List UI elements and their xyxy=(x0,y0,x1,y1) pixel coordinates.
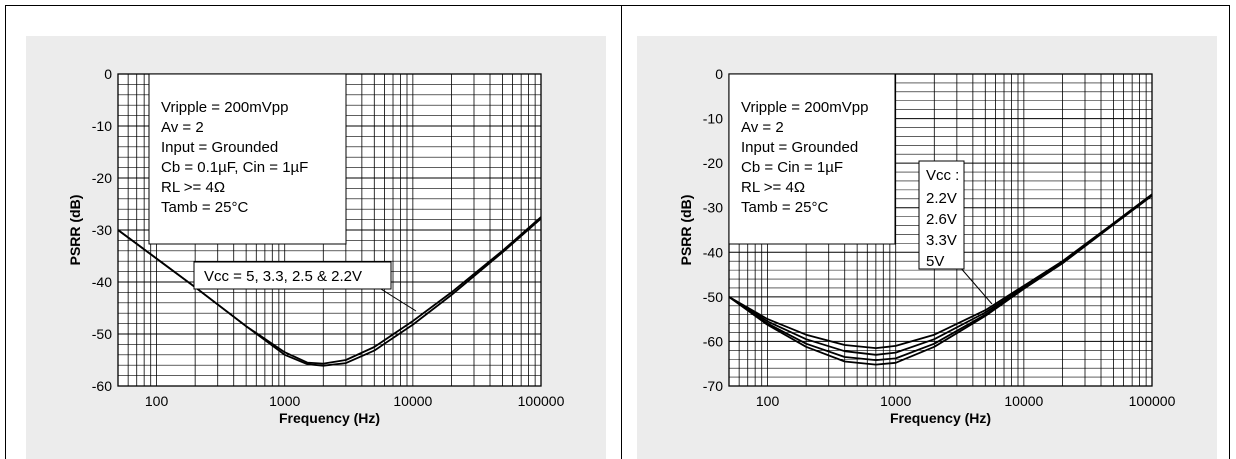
chart-1-x-tick-label: 100000 xyxy=(1129,393,1176,409)
chart-1-y-axis-label: PSRR (dB) xyxy=(678,195,694,266)
chart-0-y-tick-label: -10 xyxy=(92,118,112,134)
chart-0-condition-text: Av = 2 xyxy=(161,119,204,136)
chart-1-condition-text: Input = Grounded xyxy=(741,139,858,156)
chart-0-condition-text: RL >= 4Ω xyxy=(161,179,225,196)
chart-0-x-tick-label: 10000 xyxy=(393,393,432,409)
chart-0-condition-text: Tamb = 25°C xyxy=(161,199,248,216)
psrr-chart-right: 0 -10 -20 -30 -40 -50 -60 -70 100 1000 10000 100000… xyxy=(678,66,1176,426)
chart-panel-right: 0 -10 -20 -30 -40 -50 -60 -70 100 1000 10000 100000… xyxy=(637,36,1217,459)
chart-0-y-tick-label: -30 xyxy=(92,222,112,238)
chart-1-condition-text: Tamb = 25°C xyxy=(741,199,828,216)
chart-0-conditions-box xyxy=(148,73,347,245)
chart-0-annotation-box xyxy=(193,261,392,290)
chart-1-y-tick-label: -40 xyxy=(703,244,723,260)
chart-1-condition-text: Av = 2 xyxy=(741,119,784,136)
chart-1-x-tick-label: 1000 xyxy=(880,393,911,409)
chart-0-x-axis-label: Frequency (Hz) xyxy=(279,410,380,426)
figure-frame xyxy=(5,5,1230,459)
chart-0-x-tick-label: 100000 xyxy=(518,393,565,409)
chart-0-y-tick-label: -50 xyxy=(92,326,112,342)
chart-0-y-tick-label: -40 xyxy=(92,274,112,290)
chart-1-y-tick-label: 0 xyxy=(715,66,723,82)
chart-1-y-tick-label: -50 xyxy=(703,289,723,305)
chart-1-y-tick-label: -30 xyxy=(703,200,723,216)
chart-1-condition-text: Cb = Cin = 1µF xyxy=(741,159,843,176)
chart-0-y-tick-label: -20 xyxy=(92,170,112,186)
chart-1-legend-item: 5V xyxy=(926,253,944,270)
chart-1-series-line xyxy=(728,194,1153,366)
chart-1-x-tick-label: 100 xyxy=(756,393,780,409)
chart-0-annotation-pointer xyxy=(380,288,417,312)
chart-1-legend-item: 2.2V xyxy=(926,190,957,207)
chart-0-condition-text: Input = Grounded xyxy=(161,139,278,156)
chart-1-condition-text: Vripple = 200mVpp xyxy=(741,99,868,116)
chart-1-legend-item: 2.6V xyxy=(926,211,957,228)
chart-panel-left: 0 -10 -20 -30 -40 -50 -60 100 1000 10000 100000 Fre… xyxy=(26,36,606,459)
chart-0-x-tick-label: 1000 xyxy=(269,393,300,409)
chart-1-legend-title: Vcc : xyxy=(926,167,959,184)
chart-0-annotation-text: Vcc = 5, 3.3, 2.5 & 2.2V xyxy=(204,268,362,285)
chart-1-y-tick-label: -70 xyxy=(703,378,723,394)
chart-1-conditions-box xyxy=(728,73,896,245)
chart-1-y-tick-label: -10 xyxy=(703,111,723,127)
chart-1-y-tick-label: -60 xyxy=(703,333,723,349)
chart-0-x-tick-label: 100 xyxy=(145,393,169,409)
psrr-chart-left: 0 -10 -20 -30 -40 -50 -60 100 1000 10000 100000 Fre… xyxy=(67,66,565,426)
chart-1-condition-text: RL >= 4Ω xyxy=(741,179,805,196)
chart-0-condition-text: Cb = 0.1µF, Cin = 1µF xyxy=(161,159,308,176)
chart-1-y-tick-label: -20 xyxy=(703,155,723,171)
chart-0-y-axis-label: PSRR (dB) xyxy=(67,195,83,266)
figure-divider xyxy=(621,5,622,459)
chart-1-legend-item: 3.3V xyxy=(926,232,957,249)
chart-1-x-tick-label: 10000 xyxy=(1004,393,1043,409)
chart-1-legend-pointer xyxy=(958,265,993,305)
chart-0-y-tick-label: 0 xyxy=(104,66,112,82)
chart-0-condition-text: Vripple = 200mVpp xyxy=(161,99,288,116)
chart-0-y-tick-label: -60 xyxy=(92,378,112,394)
chart-1-legend-box xyxy=(918,160,965,270)
chart-1-x-axis-label: Frequency (Hz) xyxy=(890,410,991,426)
